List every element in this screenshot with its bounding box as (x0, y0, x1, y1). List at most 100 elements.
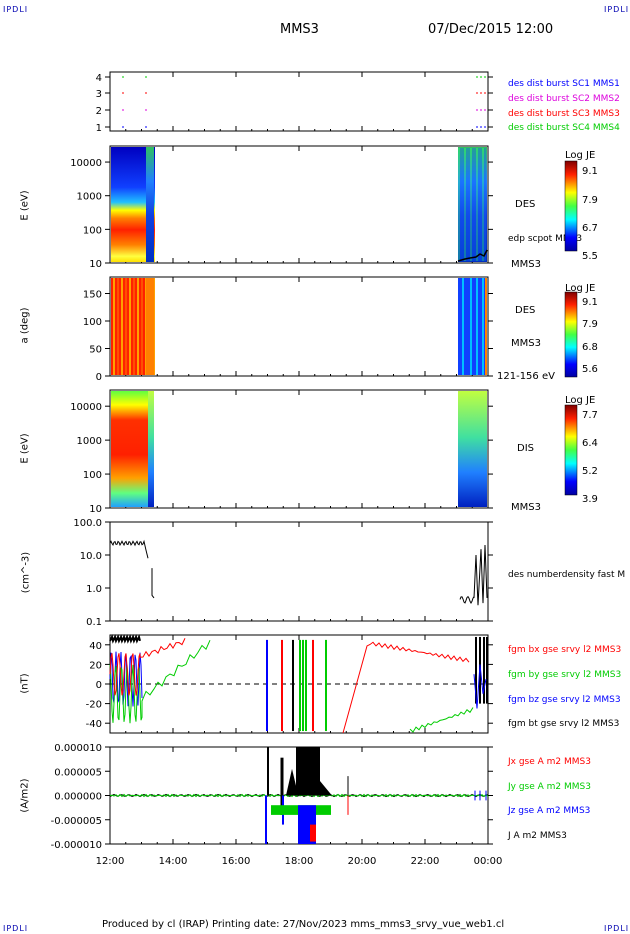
y-tick-label: 10 (89, 504, 102, 515)
colorbar-3 (564, 404, 578, 496)
colorbar2-tick: 7.9 (582, 319, 598, 330)
pitch-stripe (125, 278, 127, 375)
y-tick-label: 0.000005 (54, 767, 102, 778)
x-tick-label: 20:00 (348, 856, 377, 867)
y-tick-label: 50 (89, 345, 102, 356)
panel-frame-0 (109, 71, 489, 132)
pitch-stripe (462, 278, 464, 375)
pitch-stripe (139, 278, 141, 375)
pitch-stripe (143, 278, 145, 375)
y-tick-label: 4 (96, 73, 102, 84)
legend-by: fgm by gse srvy l2 MMS3 (508, 670, 622, 680)
y-tick-label: 0 (96, 680, 102, 691)
y-tick-label: 3 (96, 89, 102, 100)
corner-tag-tl: IPDLI (3, 5, 29, 14)
y-tick-label: 10000 (70, 158, 102, 169)
density-line (459, 595, 475, 604)
pitch-stripe (131, 278, 133, 375)
x-tick-label: 16:00 (222, 856, 251, 867)
bt-line (109, 634, 141, 644)
label-edp-scpot: edp scpot MMS3 (508, 234, 583, 244)
colorbar1-tick: 6.7 (582, 223, 598, 234)
colorbar2-tick: 5.6 (582, 364, 598, 375)
colorbar2-tick: 6.8 (582, 342, 598, 353)
pitch-stripe (141, 278, 143, 375)
datetime-title: 07/Dec/2015 12:00 (428, 22, 554, 37)
x-tick-label: 00:00 (474, 856, 503, 867)
jx-block (310, 824, 316, 842)
pitch-stripe (127, 278, 129, 375)
y-tick-label: 10000 (70, 402, 102, 413)
j-block (286, 768, 296, 796)
legend-burst-sc2: des dist burst SC2 MMS2 (508, 94, 620, 104)
j-block (296, 747, 320, 796)
legend-burst-sc4: des dist burst SC4 MMS4 (508, 123, 620, 133)
pitch-stripe (115, 278, 117, 375)
pitch-stripe (113, 278, 115, 375)
label-des-energy: DES (515, 199, 536, 210)
density-line (109, 539, 149, 559)
j-block (320, 780, 332, 796)
y-tick-label: 1 (96, 123, 102, 134)
colorbar1-tick: 5.5 (582, 251, 598, 262)
corner-tag-bl: IPDLI (3, 924, 29, 933)
y-tick-label: 1000 (77, 192, 102, 203)
colorbar3-tick: 6.4 (582, 438, 598, 449)
y-tick-label: 40 (89, 641, 102, 652)
by-line (109, 640, 211, 724)
x-tick-label: 18:00 (285, 856, 314, 867)
y-tick-label: 150 (83, 290, 102, 301)
y-tick-label: -0.000005 (51, 816, 102, 827)
spacecraft-title: MMS3 (280, 22, 319, 37)
legend-bx: fgm bx gse srvy l2 MMS3 (508, 645, 622, 655)
label-mms3-b: MMS3 (511, 338, 541, 349)
scpot-line (457, 249, 488, 262)
legend-jz: Jz gse A m2 MMS3 (508, 806, 591, 816)
panel-frame-1 (109, 145, 489, 264)
label-mms3-a: MMS3 (511, 259, 541, 270)
pitch-stripe (146, 278, 154, 375)
pitch-stripe (135, 278, 137, 375)
panel-frame-4 (109, 521, 489, 622)
legend-density: des numberdensity fast M (508, 570, 626, 580)
legend-jx: Jx gse A m2 MMS3 (508, 757, 591, 767)
dis-spectrogram-block (148, 391, 154, 507)
x-tick-label: 14:00 (159, 856, 188, 867)
colorbar-2 (564, 291, 578, 378)
dis-spectrogram-block (458, 391, 487, 507)
pitch-stripe (482, 278, 484, 375)
bx-line (109, 638, 186, 696)
y-tick-label: -20 (86, 700, 102, 711)
panel-frame-2 (109, 276, 489, 377)
colorbar2-tick: 9.1 (582, 297, 598, 308)
pitch-stripe (111, 278, 113, 375)
colorbar1-tick: 9.1 (582, 166, 598, 177)
y-tick-label: 100 (83, 225, 102, 236)
corner-tag-tr: IPDLI (604, 5, 630, 14)
x-tick-label: 22:00 (411, 856, 440, 867)
colorbar3-title: Log JE (565, 395, 596, 406)
pitch-stripe (121, 278, 123, 375)
legend-burst-sc1: des dist burst SC1 MMS1 (508, 79, 620, 89)
legend-jy: Jy gse A m2 MMS3 (508, 782, 591, 792)
legend-burst-sc3: des dist burst SC3 MMS3 (508, 109, 620, 119)
y-tick-label: 1000 (77, 436, 102, 447)
pitch-stripe (123, 278, 125, 375)
pitch-stripe (485, 278, 487, 375)
y-tick-label: 1.0 (86, 584, 102, 595)
colorbar3-tick: 7.7 (582, 410, 598, 421)
y-tick-label: 10.0 (80, 551, 102, 562)
y-tick-label: -40 (86, 719, 102, 730)
colorbar3-tick: 3.9 (582, 494, 598, 505)
pitch-stripe (470, 278, 472, 375)
label-energy-range: 121-156 eV (497, 371, 555, 382)
y-tick-label: 100 (83, 317, 102, 328)
label-dis-energy: DIS (517, 443, 534, 454)
y-tick-label: 0.1 (86, 617, 102, 628)
y-tick-label: 0 (96, 372, 102, 383)
colorbar2-title: Log JE (565, 283, 596, 294)
y-tick-label: 100.0 (73, 518, 102, 529)
legend-bz: fgm bz gse srvy l2 MMS3 (508, 695, 621, 705)
label-des-pitch: DES (515, 305, 536, 316)
